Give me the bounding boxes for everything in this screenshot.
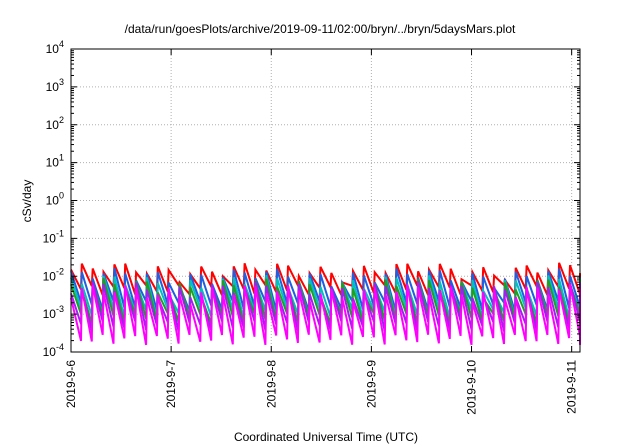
y-tick-label: 104 — [46, 39, 64, 56]
y-axis: 10-4 10-3 10-2 10-1 100 101 102 103 104 — [43, 39, 580, 359]
y-tick-label: 10-1 — [43, 228, 64, 245]
x-tick-label: 2019-9-11 — [565, 360, 579, 414]
x-tick-label: 2019-9-9 — [364, 360, 378, 408]
y-tick-label: 101 — [46, 153, 64, 170]
x-tick-label: 2019-9-7 — [164, 360, 178, 408]
y-tick-label: 102 — [46, 115, 64, 132]
x-tick-label: 2019-9-10 — [465, 360, 479, 415]
y-tick-label: 10-4 — [43, 342, 64, 359]
x-tick-label: 2019-9-8 — [264, 360, 278, 408]
y-tick-label: 100 — [46, 191, 64, 208]
series-group — [70, 262, 581, 346]
y-tick-label: 103 — [46, 77, 64, 94]
y-tick-label: 10-3 — [43, 304, 64, 321]
chart-title: /data/run/goesPlots/archive/2019-09-11/0… — [125, 22, 516, 36]
y-tick-label: 10-2 — [43, 266, 64, 283]
series-line — [70, 284, 581, 346]
x-tick-label: 2019-9-6 — [64, 360, 78, 408]
x-axis-label: Coordinated Universal Time (UTC) — [234, 430, 418, 444]
x-axis: 2019-9-6 2019-9-7 2019-9-8 2019-9-9 2019-9-1… — [64, 49, 579, 415]
y-axis-label: cSv/day — [20, 180, 34, 223]
